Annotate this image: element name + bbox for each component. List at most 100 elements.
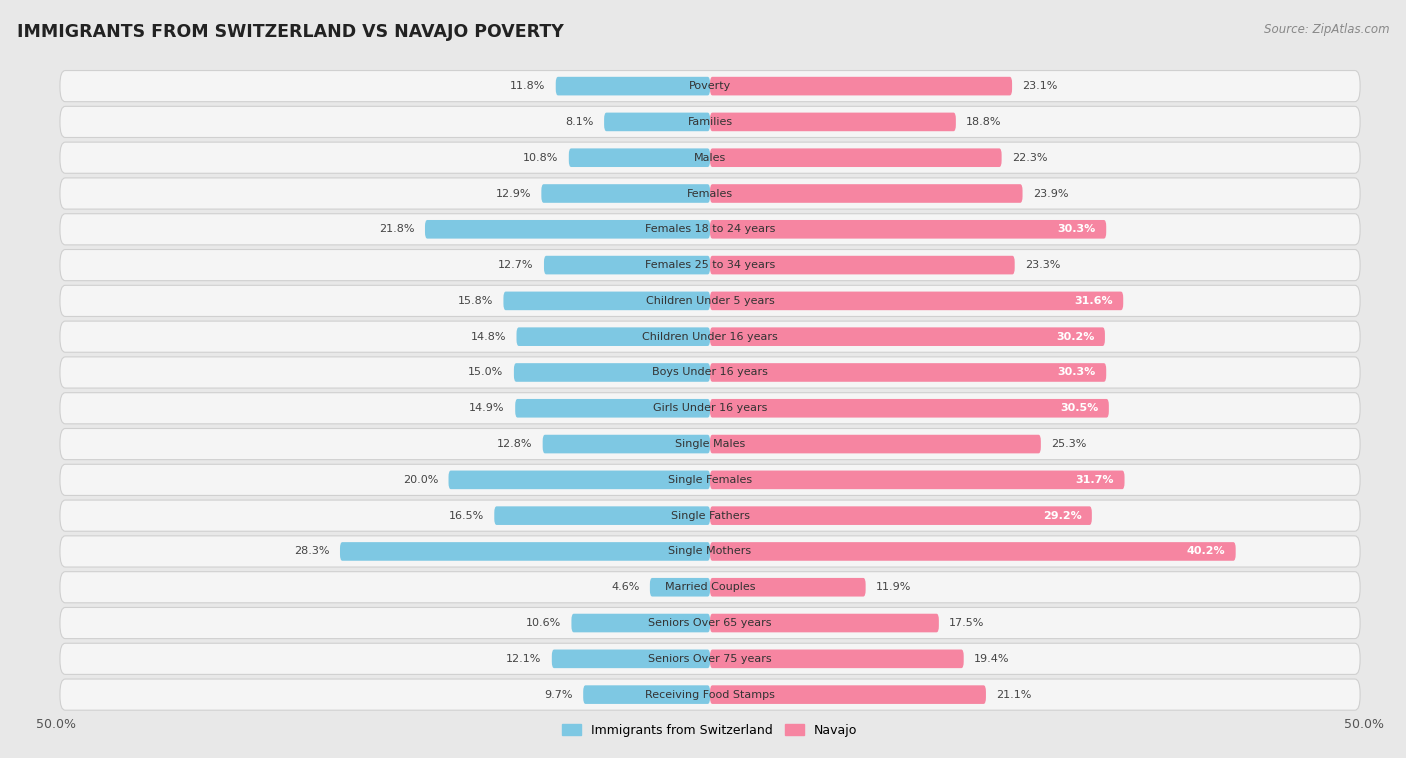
FancyBboxPatch shape (60, 214, 1360, 245)
Text: 40.2%: 40.2% (1187, 547, 1225, 556)
Text: 10.6%: 10.6% (526, 618, 561, 628)
Text: 15.0%: 15.0% (468, 368, 503, 377)
Text: 21.1%: 21.1% (997, 690, 1032, 700)
FancyBboxPatch shape (605, 113, 710, 131)
Text: Poverty: Poverty (689, 81, 731, 91)
Legend: Immigrants from Switzerland, Navajo: Immigrants from Switzerland, Navajo (557, 719, 863, 742)
FancyBboxPatch shape (569, 149, 710, 167)
Text: 23.1%: 23.1% (1022, 81, 1057, 91)
FancyBboxPatch shape (60, 393, 1360, 424)
FancyBboxPatch shape (710, 363, 1107, 382)
FancyBboxPatch shape (710, 471, 1125, 489)
FancyBboxPatch shape (555, 77, 710, 96)
FancyBboxPatch shape (551, 650, 710, 668)
FancyBboxPatch shape (710, 113, 956, 131)
Text: 20.0%: 20.0% (402, 475, 439, 485)
Text: 8.1%: 8.1% (565, 117, 593, 127)
Text: 9.7%: 9.7% (544, 690, 572, 700)
FancyBboxPatch shape (710, 184, 1022, 203)
Text: 30.3%: 30.3% (1057, 224, 1095, 234)
FancyBboxPatch shape (710, 578, 866, 597)
FancyBboxPatch shape (571, 614, 710, 632)
Text: 23.3%: 23.3% (1025, 260, 1060, 270)
Text: Boys Under 16 years: Boys Under 16 years (652, 368, 768, 377)
FancyBboxPatch shape (543, 435, 710, 453)
FancyBboxPatch shape (710, 435, 1040, 453)
FancyBboxPatch shape (449, 471, 710, 489)
Text: Source: ZipAtlas.com: Source: ZipAtlas.com (1264, 23, 1389, 36)
FancyBboxPatch shape (60, 536, 1360, 567)
FancyBboxPatch shape (60, 321, 1360, 352)
FancyBboxPatch shape (495, 506, 710, 525)
FancyBboxPatch shape (710, 399, 1109, 418)
Text: 12.1%: 12.1% (506, 654, 541, 664)
Text: Receiving Food Stamps: Receiving Food Stamps (645, 690, 775, 700)
Text: Seniors Over 65 years: Seniors Over 65 years (648, 618, 772, 628)
Text: 12.8%: 12.8% (496, 439, 533, 449)
Text: Married Couples: Married Couples (665, 582, 755, 592)
Text: 30.3%: 30.3% (1057, 368, 1095, 377)
Text: 17.5%: 17.5% (949, 618, 984, 628)
Text: Single Mothers: Single Mothers (668, 547, 752, 556)
Text: 18.8%: 18.8% (966, 117, 1002, 127)
Text: Males: Males (695, 152, 725, 163)
FancyBboxPatch shape (60, 572, 1360, 603)
FancyBboxPatch shape (60, 70, 1360, 102)
Text: 12.9%: 12.9% (495, 189, 531, 199)
FancyBboxPatch shape (583, 685, 710, 704)
Text: Single Females: Single Females (668, 475, 752, 485)
Text: 23.9%: 23.9% (1033, 189, 1069, 199)
Text: 31.6%: 31.6% (1074, 296, 1112, 306)
Text: Single Fathers: Single Fathers (671, 511, 749, 521)
FancyBboxPatch shape (515, 363, 710, 382)
FancyBboxPatch shape (503, 292, 710, 310)
Text: Females 25 to 34 years: Females 25 to 34 years (645, 260, 775, 270)
Text: 16.5%: 16.5% (449, 511, 484, 521)
Text: Single Males: Single Males (675, 439, 745, 449)
FancyBboxPatch shape (515, 399, 710, 418)
Text: Females 18 to 24 years: Females 18 to 24 years (645, 224, 775, 234)
FancyBboxPatch shape (541, 184, 710, 203)
FancyBboxPatch shape (710, 327, 1105, 346)
Text: 4.6%: 4.6% (612, 582, 640, 592)
FancyBboxPatch shape (60, 249, 1360, 280)
Text: Children Under 5 years: Children Under 5 years (645, 296, 775, 306)
FancyBboxPatch shape (60, 357, 1360, 388)
FancyBboxPatch shape (60, 607, 1360, 638)
Text: 22.3%: 22.3% (1012, 152, 1047, 163)
FancyBboxPatch shape (60, 644, 1360, 675)
Text: 25.3%: 25.3% (1052, 439, 1087, 449)
FancyBboxPatch shape (60, 465, 1360, 496)
Text: 12.7%: 12.7% (498, 260, 533, 270)
FancyBboxPatch shape (60, 285, 1360, 316)
FancyBboxPatch shape (710, 77, 1012, 96)
FancyBboxPatch shape (710, 614, 939, 632)
FancyBboxPatch shape (425, 220, 710, 239)
Text: Girls Under 16 years: Girls Under 16 years (652, 403, 768, 413)
FancyBboxPatch shape (710, 650, 963, 668)
FancyBboxPatch shape (60, 106, 1360, 137)
Text: 30.5%: 30.5% (1060, 403, 1098, 413)
FancyBboxPatch shape (60, 500, 1360, 531)
Text: Families: Families (688, 117, 733, 127)
Text: 29.2%: 29.2% (1043, 511, 1081, 521)
FancyBboxPatch shape (710, 220, 1107, 239)
Text: 19.4%: 19.4% (974, 654, 1010, 664)
FancyBboxPatch shape (60, 178, 1360, 209)
Text: 14.9%: 14.9% (470, 403, 505, 413)
FancyBboxPatch shape (710, 149, 1001, 167)
Text: Children Under 16 years: Children Under 16 years (643, 332, 778, 342)
Text: 21.8%: 21.8% (380, 224, 415, 234)
Text: IMMIGRANTS FROM SWITZERLAND VS NAVAJO POVERTY: IMMIGRANTS FROM SWITZERLAND VS NAVAJO PO… (17, 23, 564, 41)
Text: 30.2%: 30.2% (1056, 332, 1094, 342)
Text: 11.8%: 11.8% (510, 81, 546, 91)
FancyBboxPatch shape (710, 506, 1092, 525)
Text: 10.8%: 10.8% (523, 152, 558, 163)
FancyBboxPatch shape (60, 143, 1360, 174)
FancyBboxPatch shape (650, 578, 710, 597)
FancyBboxPatch shape (516, 327, 710, 346)
Text: 28.3%: 28.3% (294, 547, 329, 556)
Text: 31.7%: 31.7% (1076, 475, 1114, 485)
FancyBboxPatch shape (710, 292, 1123, 310)
FancyBboxPatch shape (710, 685, 986, 704)
